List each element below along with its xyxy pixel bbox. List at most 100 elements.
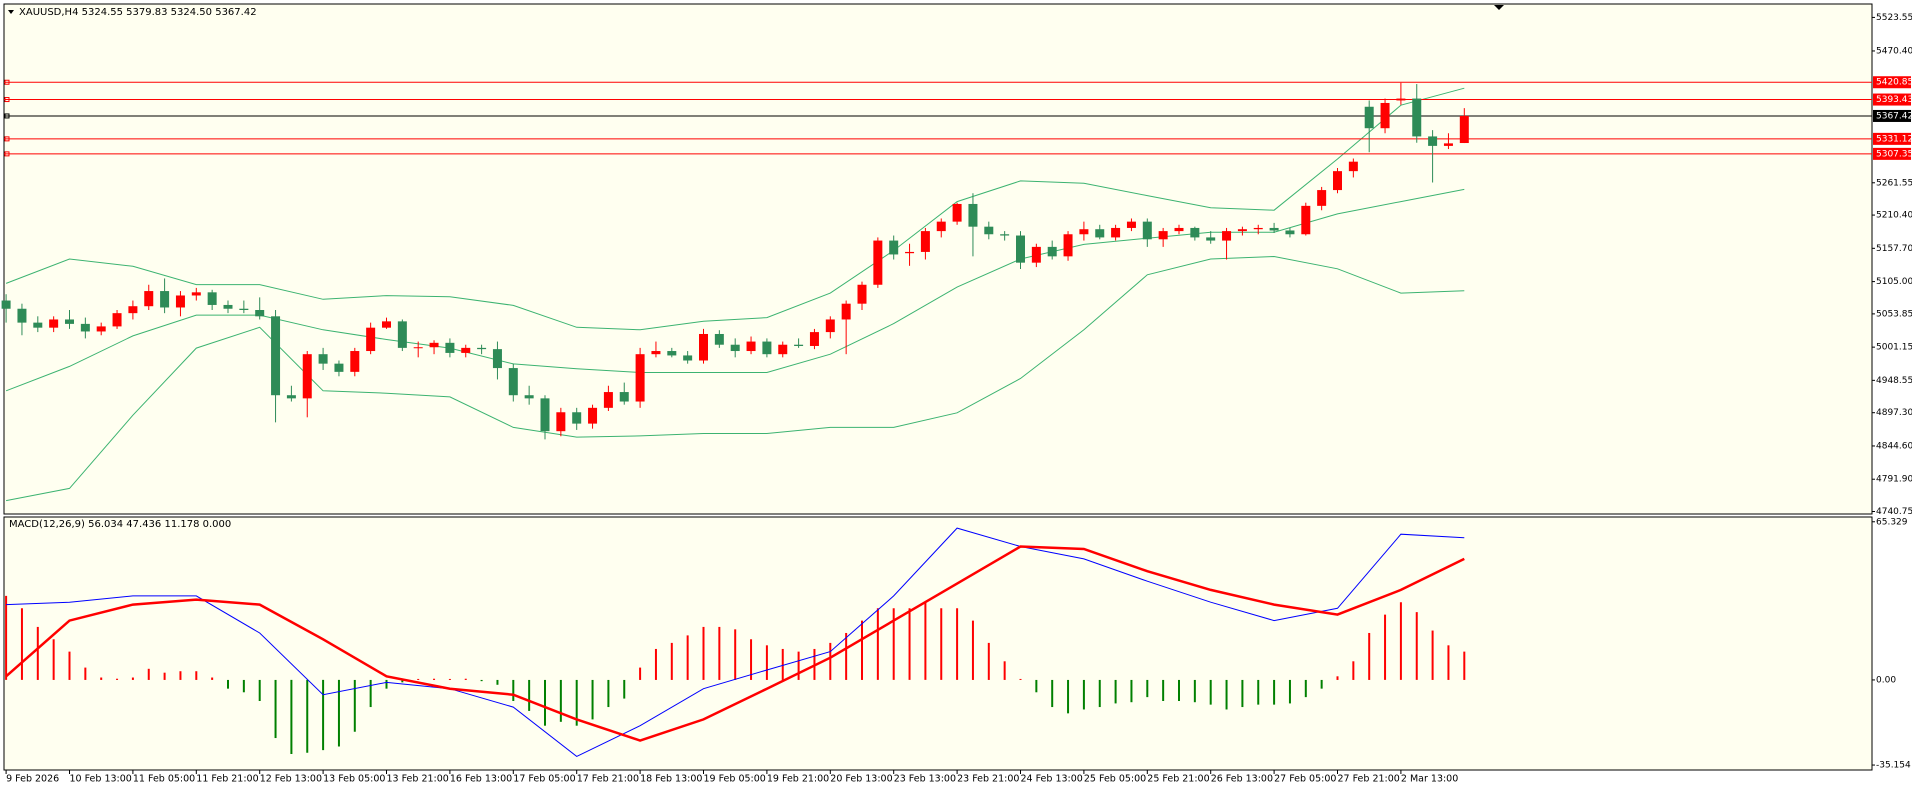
- candle-body: [239, 308, 249, 310]
- candle-body: [809, 332, 819, 346]
- y-tick-label: 5210.40: [1876, 211, 1912, 221]
- bollinger-band: [5, 87, 1465, 331]
- shift-marker: [1494, 5, 1504, 10]
- candle-body: [556, 412, 566, 432]
- bollinger-band: [6, 255, 1465, 502]
- candle-body: [1031, 246, 1041, 263]
- candle-body: [1047, 246, 1057, 257]
- candle-body: [794, 344, 804, 346]
- candle-body: [429, 342, 439, 348]
- level-tag: [1873, 109, 1911, 122]
- y-tick-label: 0.00: [1876, 675, 1896, 685]
- x-tick-label: 17 Feb 05:00: [513, 774, 575, 785]
- candle-body: [413, 347, 423, 349]
- menu-arrow: [8, 10, 14, 14]
- candle-body: [1459, 115, 1469, 144]
- x-tick-label: 19 Feb 21:00: [767, 774, 829, 785]
- level-tag-label: 5420.85: [1876, 78, 1912, 88]
- candle-body: [968, 203, 978, 227]
- candle-body: [825, 319, 835, 333]
- candle-body: [1174, 227, 1184, 232]
- x-tick-label: 18 Feb 13:00: [640, 774, 702, 785]
- candle-body: [603, 392, 613, 408]
- bollinger-band: [5, 188, 1465, 392]
- candle-body: [905, 251, 915, 254]
- candle-body: [1126, 221, 1136, 228]
- candle-body: [1111, 227, 1121, 238]
- candle-body: [635, 354, 645, 402]
- candle-body: [382, 321, 391, 328]
- candle-body: [445, 342, 455, 353]
- candle-body: [1206, 237, 1216, 241]
- candle-body: [667, 351, 677, 356]
- candle-body: [112, 313, 122, 327]
- candle-body: [1333, 171, 1342, 191]
- candle-body: [1380, 102, 1390, 129]
- candle-body: [1095, 229, 1105, 238]
- macd-header: MACD(12,26,9) 56.034 47.436 11.178 0.000: [9, 519, 231, 530]
- y-tick-label: 65.329: [1876, 517, 1908, 527]
- candle-body: [730, 344, 740, 352]
- price-header: XAUUSD,H4 5324.55 5379.83 5324.50 5367.4…: [19, 7, 257, 18]
- candle-body: [17, 308, 27, 323]
- level-tag-label: 5331.12: [1876, 134, 1912, 144]
- y-tick-label: 5470.40: [1876, 46, 1912, 56]
- candle-body: [841, 303, 851, 320]
- price-panel: [3, 3, 1873, 515]
- candle-body: [80, 323, 90, 332]
- candle-body: [1301, 205, 1311, 235]
- candle-body: [699, 333, 708, 361]
- candle-body: [334, 363, 344, 372]
- candle-body: [873, 240, 883, 285]
- x-tick-label: 16 Feb 13:00: [450, 774, 512, 785]
- candle-body: [1428, 136, 1438, 146]
- y-tick-label: 5053.85: [1876, 309, 1912, 319]
- candle-body: [366, 327, 376, 352]
- candle-body: [1443, 143, 1453, 146]
- candle-body: [984, 226, 994, 235]
- candle-body: [223, 304, 233, 309]
- x-tick-label: 27 Feb 21:00: [1338, 774, 1400, 785]
- candle-body: [286, 395, 296, 399]
- x-tick-label: 13 Feb 05:00: [323, 774, 385, 785]
- candle-body: [1285, 230, 1295, 235]
- candle-body: [318, 354, 328, 364]
- candle-body: [1412, 98, 1422, 137]
- x-tick-label: 23 Feb 13:00: [894, 774, 956, 785]
- candle-body: [1396, 98, 1406, 101]
- x-tick-label: 23 Feb 21:00: [957, 774, 1019, 785]
- candle-body: [1016, 235, 1025, 263]
- candle-body: [1348, 161, 1358, 172]
- level-tag: [1873, 76, 1911, 89]
- x-tick-label: 17 Feb 21:00: [577, 774, 639, 785]
- candle-body: [762, 341, 772, 355]
- y-tick-label: 5001.15: [1876, 343, 1912, 353]
- x-tick-label: 2 Mar 13:00: [1401, 774, 1458, 785]
- y-tick-label: 5105.00: [1876, 277, 1912, 287]
- y-tick-label: 4740.75: [1876, 507, 1912, 517]
- y-tick-label: 5261.55: [1876, 178, 1912, 188]
- level-anchor: [4, 113, 10, 119]
- x-tick-label: 12 Feb 13:00: [260, 774, 322, 785]
- x-tick-label: 10 Feb 13:00: [70, 774, 132, 785]
- candle-body: [271, 316, 281, 396]
- candle-body: [1063, 234, 1073, 257]
- candle-body: [1253, 227, 1263, 230]
- x-tick-label: 25 Feb 21:00: [1147, 774, 1209, 785]
- candle-body: [714, 333, 724, 345]
- candle-body: [255, 310, 265, 317]
- candle-body: [492, 349, 502, 369]
- candle-body: [588, 407, 598, 424]
- x-tick-label: 20 Feb 13:00: [830, 774, 892, 785]
- candle-body: [65, 319, 74, 324]
- candle-body: [1364, 106, 1374, 129]
- macd-line: [6, 527, 1465, 757]
- y-tick-label: 4844.60: [1876, 441, 1912, 451]
- candle-body: [207, 292, 217, 305]
- candle-body: [302, 354, 312, 399]
- candle-body: [397, 321, 407, 348]
- x-tick-label: 9 Feb 2026: [6, 774, 59, 785]
- candle-body: [1269, 227, 1279, 231]
- candle-body: [619, 392, 629, 402]
